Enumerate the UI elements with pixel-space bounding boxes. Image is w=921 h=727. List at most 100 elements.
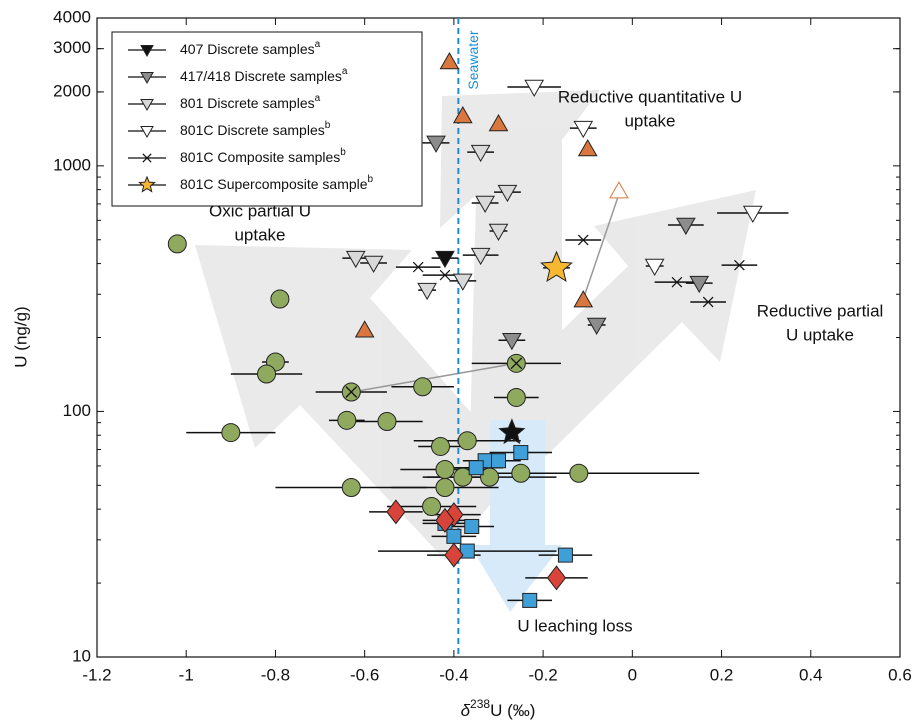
x-label-suffix: U (‰) (490, 701, 535, 720)
legend-box (111, 31, 423, 207)
point-circle (377, 411, 397, 431)
point (446, 528, 462, 544)
point-circle (506, 387, 526, 407)
legend-name: 407 Discrete samples (180, 41, 315, 57)
x-axis-label: δ238U (‰) (461, 697, 536, 720)
point (439, 269, 451, 281)
legend-name: 801 Discrete samples (180, 95, 315, 111)
point (435, 507, 455, 533)
point (475, 195, 495, 213)
legend-name: 801C Composite samples (180, 149, 340, 165)
legend-label: 801 Discrete samplesa (180, 93, 321, 111)
point (140, 99, 154, 112)
point (569, 463, 589, 483)
reference-label: Seawater (465, 30, 481, 89)
point (488, 223, 509, 241)
point-circle (569, 463, 589, 483)
point (435, 250, 455, 269)
point (413, 377, 433, 397)
point (522, 592, 538, 608)
legend-sup: b (325, 120, 331, 131)
y-tick-label: 10 (72, 646, 91, 665)
point-circle (413, 377, 433, 397)
point (676, 217, 696, 236)
point (257, 364, 277, 384)
point (457, 431, 477, 451)
y-tick-label: 4000 (53, 7, 91, 26)
y-tick-label: 1000 (53, 155, 91, 174)
point (363, 255, 384, 274)
legend-name: 801C Discrete samples (180, 122, 325, 138)
point (142, 153, 152, 163)
point-cross (345, 386, 358, 398)
point-circle (341, 478, 361, 498)
point (502, 332, 522, 351)
legend-sup: a (315, 39, 321, 50)
point (464, 518, 480, 534)
legend-label: 801C Supercomposite sampleb (180, 174, 374, 192)
point (452, 105, 473, 124)
point (540, 250, 573, 282)
legend-sup: b (340, 147, 346, 158)
point (337, 410, 357, 430)
x-label-prefix: δ (461, 701, 471, 720)
point (270, 289, 290, 309)
point (546, 565, 567, 591)
point (341, 382, 361, 402)
legend-label: 407 Discrete samplesa (180, 39, 321, 57)
y-axis-label: U (ng/g) (11, 306, 30, 367)
x-tick-label: 0.4 (799, 665, 823, 684)
point-circle (435, 460, 455, 480)
x-tick-label: -0.6 (350, 665, 379, 684)
y-tick-label: 2000 (53, 81, 91, 100)
legend-name: 801C Supercomposite sample (180, 176, 368, 192)
x-tick-label: 0.2 (710, 665, 734, 684)
point (435, 478, 455, 498)
point (470, 247, 491, 266)
point (734, 259, 745, 271)
x-label-sup: 238 (470, 697, 490, 711)
point (491, 453, 506, 469)
point (513, 445, 529, 461)
point (354, 320, 375, 338)
x-tick-label: -1.2 (82, 665, 111, 684)
point (167, 234, 187, 254)
point (412, 261, 424, 273)
point (345, 250, 366, 269)
point (439, 51, 460, 70)
annotation: U leaching loss (517, 616, 632, 635)
x-tick-label: 0 (628, 665, 637, 684)
point (453, 467, 473, 487)
point-circle (457, 431, 477, 451)
y-tick-label: 100 (63, 401, 91, 420)
connector (582, 190, 621, 301)
connector (351, 362, 519, 393)
point-circle (257, 364, 277, 384)
annotation: Reductive partial (757, 301, 884, 320)
annotation: Reductive quantitative U (558, 87, 742, 106)
x-tick-label: -0.8 (261, 665, 290, 684)
point (609, 181, 629, 199)
point (138, 175, 156, 193)
point-circle (435, 478, 455, 498)
point (671, 276, 683, 288)
point (577, 234, 589, 246)
point-circle (511, 463, 531, 483)
partial-arrow (470, 190, 756, 472)
point (431, 436, 451, 456)
point (140, 45, 154, 58)
point (444, 502, 464, 528)
point (586, 317, 607, 335)
point (742, 205, 763, 223)
x-tick-label: 0.6 (888, 665, 912, 684)
point (497, 184, 518, 203)
x-tick-label: -0.2 (528, 665, 557, 684)
point-circle (337, 410, 357, 430)
point (221, 423, 241, 443)
point (511, 463, 531, 483)
point (702, 296, 714, 308)
legend-label: 801C Discrete samplesb (180, 120, 331, 138)
point-circle (270, 289, 290, 309)
point (573, 120, 594, 139)
